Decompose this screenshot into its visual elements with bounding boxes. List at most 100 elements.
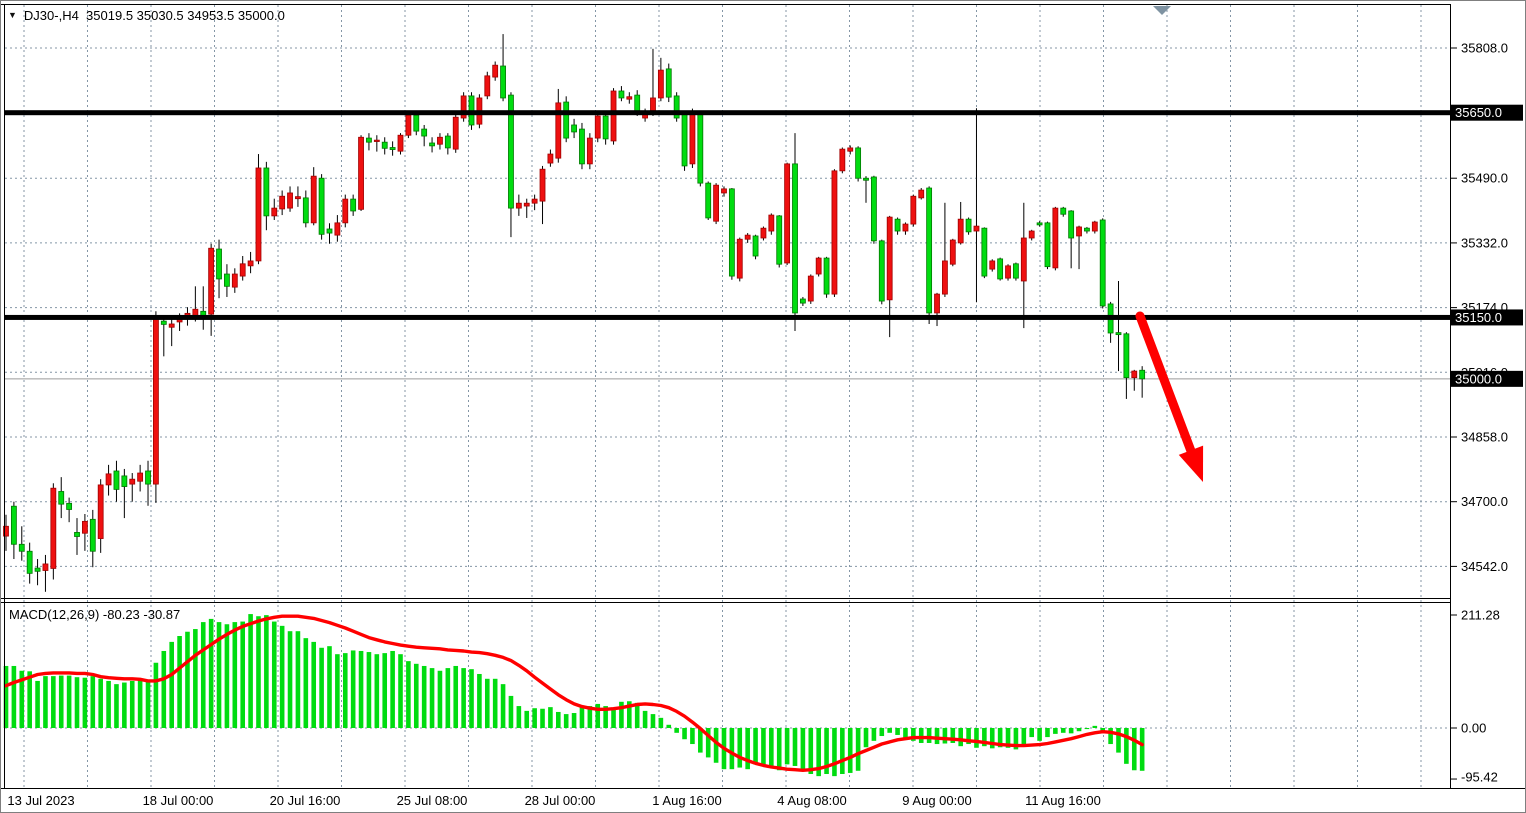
candle-body bbox=[145, 470, 151, 485]
candle-body bbox=[713, 184, 719, 222]
macd-bar bbox=[1045, 728, 1050, 738]
candle bbox=[815, 256, 822, 277]
candle bbox=[752, 234, 759, 260]
price-badge-label: 35000.0 bbox=[1455, 371, 1502, 386]
candle bbox=[918, 188, 925, 200]
macd-bar bbox=[66, 675, 72, 728]
candle-body bbox=[168, 323, 175, 328]
macd-bar bbox=[358, 650, 364, 728]
price-badge-bg bbox=[1451, 370, 1523, 387]
chart-plot-area[interactable] bbox=[5, 5, 1450, 598]
candle-body bbox=[626, 96, 633, 100]
candle-body bbox=[97, 484, 104, 539]
candle-body bbox=[586, 137, 593, 165]
macd-bar bbox=[611, 708, 616, 728]
candle bbox=[1115, 280, 1122, 372]
candle bbox=[247, 251, 254, 274]
macd-bar bbox=[942, 728, 948, 744]
macd-bar bbox=[327, 646, 332, 728]
macd-bar bbox=[989, 728, 995, 749]
macd-bar bbox=[1013, 728, 1019, 750]
candle-body bbox=[855, 147, 862, 179]
current-bar-marker-icon[interactable] bbox=[1153, 6, 1171, 15]
candle-body bbox=[555, 102, 562, 159]
candle bbox=[1131, 369, 1138, 391]
candle bbox=[1068, 210, 1075, 269]
macd-bar bbox=[769, 728, 774, 768]
candle-body bbox=[618, 90, 625, 99]
candle bbox=[145, 460, 151, 506]
macd-bar bbox=[398, 654, 403, 728]
candle-body bbox=[886, 216, 893, 301]
candle bbox=[878, 239, 885, 305]
candle bbox=[1091, 220, 1098, 234]
candle bbox=[579, 122, 585, 170]
candle-body bbox=[792, 163, 798, 314]
macd-bar bbox=[879, 728, 885, 737]
candle bbox=[492, 61, 499, 81]
macd-bar bbox=[595, 703, 601, 728]
candle-body bbox=[26, 550, 33, 574]
candle-body bbox=[484, 75, 491, 97]
candle-body bbox=[594, 115, 601, 139]
candle bbox=[508, 92, 514, 238]
macd-bar bbox=[1029, 728, 1034, 738]
chevron-down-icon[interactable]: ▼ bbox=[8, 10, 17, 20]
candle bbox=[657, 57, 664, 102]
candle bbox=[97, 479, 104, 553]
candle-body bbox=[105, 473, 112, 486]
candle-body bbox=[515, 202, 522, 209]
candle-body bbox=[137, 472, 144, 482]
candle bbox=[744, 233, 751, 243]
grid-lines bbox=[5, 5, 1450, 788]
macd-bar bbox=[911, 728, 916, 741]
candle bbox=[594, 112, 601, 143]
macd-bar bbox=[934, 728, 940, 745]
macd-bar bbox=[477, 673, 482, 728]
level-line-35650[interactable] bbox=[5, 110, 1450, 116]
candle-body bbox=[547, 153, 554, 164]
macd-bar bbox=[792, 728, 798, 766]
macd-bar bbox=[903, 728, 908, 739]
candle bbox=[965, 217, 972, 235]
macd-bar bbox=[1116, 728, 1121, 753]
macd-bar bbox=[193, 629, 198, 728]
candle bbox=[89, 509, 96, 568]
candle bbox=[153, 311, 159, 503]
candle bbox=[460, 92, 467, 122]
candle bbox=[1060, 206, 1067, 217]
candle-body bbox=[784, 163, 791, 264]
macd-bar bbox=[784, 728, 790, 765]
candle bbox=[673, 92, 680, 122]
sell-arrow-annotation[interactable] bbox=[1135, 311, 1204, 482]
candle bbox=[831, 169, 838, 297]
macd-bar bbox=[1076, 728, 1082, 732]
candle-body bbox=[279, 195, 286, 210]
candle bbox=[989, 259, 996, 272]
candle-body bbox=[965, 218, 972, 233]
candle bbox=[160, 317, 167, 357]
macd-bar bbox=[974, 728, 979, 748]
macd-bar bbox=[776, 728, 782, 771]
macd-bar bbox=[682, 728, 687, 740]
candle bbox=[697, 112, 704, 187]
candle bbox=[784, 162, 791, 266]
candle-body bbox=[847, 147, 854, 152]
macd-histogram bbox=[3, 614, 1145, 777]
macd-bar bbox=[429, 668, 435, 728]
candle bbox=[216, 239, 222, 299]
candle bbox=[18, 526, 25, 561]
macd-bar bbox=[634, 702, 640, 728]
candle-body bbox=[744, 234, 751, 240]
macd-bar bbox=[1005, 728, 1011, 748]
candle bbox=[1020, 202, 1027, 329]
candle-body bbox=[894, 218, 901, 232]
candle bbox=[1036, 221, 1043, 227]
candle bbox=[863, 176, 869, 203]
candle bbox=[58, 477, 65, 519]
macd-bar bbox=[74, 677, 80, 728]
candle bbox=[224, 264, 230, 297]
candle-body bbox=[247, 260, 254, 267]
level-line-35150[interactable] bbox=[5, 314, 1450, 320]
